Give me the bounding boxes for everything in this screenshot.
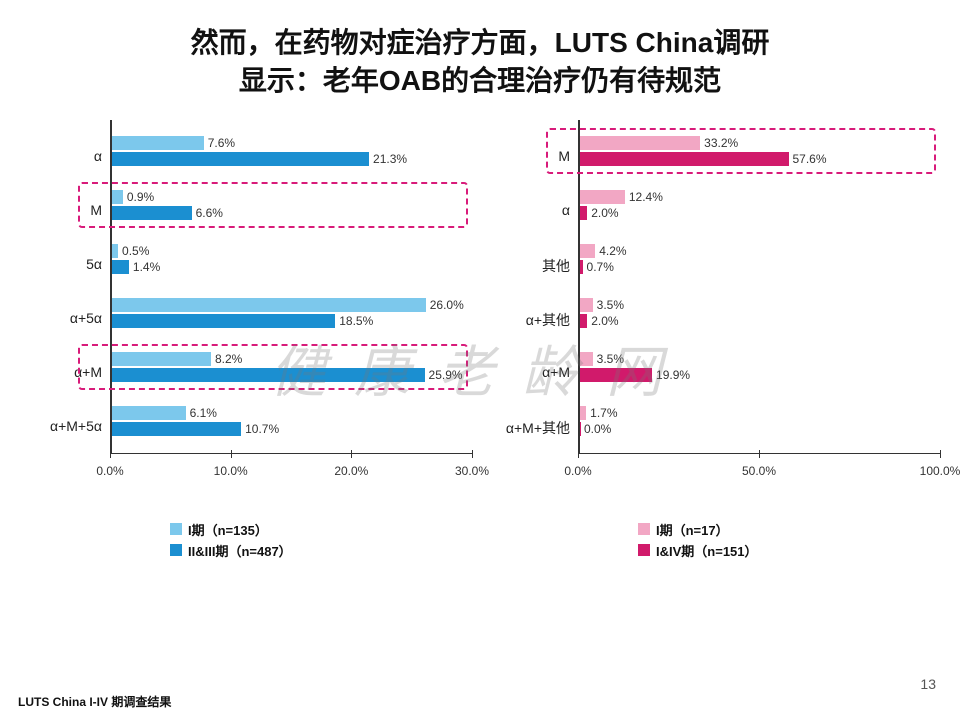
title-line-2: 显示：老年OAB的合理治疗仍有待规范 (40, 62, 920, 100)
bar (580, 314, 587, 328)
bar (580, 260, 583, 274)
bar (112, 352, 211, 366)
right-chart: M33.2%57.6%α12.4%2.0%其他4.2%0.7%α+其他3.5%2… (488, 120, 940, 562)
right-legend: I期（n=17） I&IV期（n=151） (488, 484, 940, 560)
bar (580, 368, 652, 382)
bar-value-label: 57.6% (793, 152, 827, 166)
bar-value-label: 18.5% (339, 314, 373, 328)
category-label: 其他 (488, 256, 570, 276)
bar-value-label: 0.5% (122, 244, 149, 258)
x-tick (351, 450, 352, 458)
bar-value-label: 26.0% (430, 298, 464, 312)
bar (580, 406, 586, 420)
bar-value-label: 2.0% (591, 206, 618, 220)
bar (112, 244, 118, 258)
bar-value-label: 10.7% (245, 422, 279, 436)
highlight-box (78, 344, 468, 390)
category-label: 5α (20, 256, 102, 272)
charts-container: α7.6%21.3%M0.9%6.6%5α0.5%1.4%α+5α26.0%18… (0, 108, 960, 562)
category-label: α+M+其他 (488, 418, 570, 438)
bar (112, 260, 129, 274)
bar (112, 298, 426, 312)
bar-value-label: 0.0% (584, 422, 611, 436)
x-tick-label: 50.0% (742, 464, 776, 478)
bar-value-label: 7.6% (208, 136, 235, 150)
legend-label: II&III期（n=487） (188, 541, 292, 560)
legend-swatch (170, 523, 182, 535)
bar-value-label: 0.9% (127, 190, 154, 204)
legend-swatch (638, 523, 650, 535)
bar-value-label: 25.9% (429, 368, 463, 382)
bar-value-label: 4.2% (599, 244, 626, 258)
bar (580, 352, 593, 366)
left-chart: α7.6%21.3%M0.9%6.6%5α0.5%1.4%α+5α26.0%18… (20, 120, 472, 562)
category-label: α+5α (20, 310, 102, 326)
page-number: 13 (920, 676, 936, 692)
bar (580, 136, 700, 150)
bar (580, 298, 593, 312)
legend-swatch (170, 544, 182, 556)
bar-value-label: 1.7% (590, 406, 617, 420)
title-line-1: 然而，在药物对症治疗方面，LUTS China调研 (40, 24, 920, 62)
bar (580, 152, 789, 166)
legend-label: I&IV期（n=151） (656, 541, 758, 560)
bar (112, 368, 425, 382)
x-tick (759, 450, 760, 458)
bar (580, 190, 625, 204)
x-tick-label: 10.0% (214, 464, 248, 478)
x-axis (110, 453, 472, 454)
x-tick-label: 100.0% (920, 464, 960, 478)
category-label: α+M+5α (20, 418, 102, 434)
x-tick-label: 0.0% (564, 464, 591, 478)
category-label: α+其他 (488, 310, 570, 330)
x-tick-label: 30.0% (455, 464, 489, 478)
legend-item: I期（n=17） (638, 520, 940, 539)
bar-value-label: 8.2% (215, 352, 242, 366)
bar (112, 422, 241, 436)
legend-item: I期（n=135） (170, 520, 472, 539)
highlight-box (546, 128, 936, 174)
x-tick (578, 450, 579, 458)
bar-value-label: 3.5% (597, 298, 624, 312)
bar-value-label: 2.0% (591, 314, 618, 328)
page-title: 然而，在药物对症治疗方面，LUTS China调研 显示：老年OAB的合理治疗仍… (0, 0, 960, 108)
footer-source: LUTS China I-IV 期调查结果 (18, 693, 171, 710)
x-tick-label: 20.0% (334, 464, 368, 478)
bar-value-label: 21.3% (373, 152, 407, 166)
x-tick (231, 450, 232, 458)
category-label: α+M (488, 364, 570, 380)
bar-value-label: 19.9% (656, 368, 690, 382)
bar (112, 190, 123, 204)
bar (112, 152, 369, 166)
bar-value-label: 3.5% (597, 352, 624, 366)
bar-value-label: 6.6% (196, 206, 223, 220)
bar (580, 206, 587, 220)
y-axis (110, 120, 112, 454)
bar (112, 136, 204, 150)
x-tick (110, 450, 111, 458)
legend-swatch (638, 544, 650, 556)
bar (112, 406, 186, 420)
x-tick (472, 450, 473, 458)
bar-value-label: 0.7% (587, 260, 614, 274)
legend-item: II&III期（n=487） (170, 541, 472, 560)
bar (580, 244, 595, 258)
bar-value-label: 1.4% (133, 260, 160, 274)
legend-label: I期（n=135） (188, 520, 268, 539)
x-tick (940, 450, 941, 458)
highlight-box (78, 182, 468, 228)
bar-value-label: 33.2% (704, 136, 738, 150)
bar (112, 206, 192, 220)
category-label: α (20, 148, 102, 164)
x-tick-label: 0.0% (96, 464, 123, 478)
bar (580, 422, 581, 436)
bar (112, 314, 335, 328)
bar-value-label: 6.1% (190, 406, 217, 420)
legend-label: I期（n=17） (656, 520, 729, 539)
bar-value-label: 12.4% (629, 190, 663, 204)
left-legend: I期（n=135） II&III期（n=487） (20, 484, 472, 560)
category-label: α (488, 202, 570, 218)
legend-item: I&IV期（n=151） (638, 541, 940, 560)
